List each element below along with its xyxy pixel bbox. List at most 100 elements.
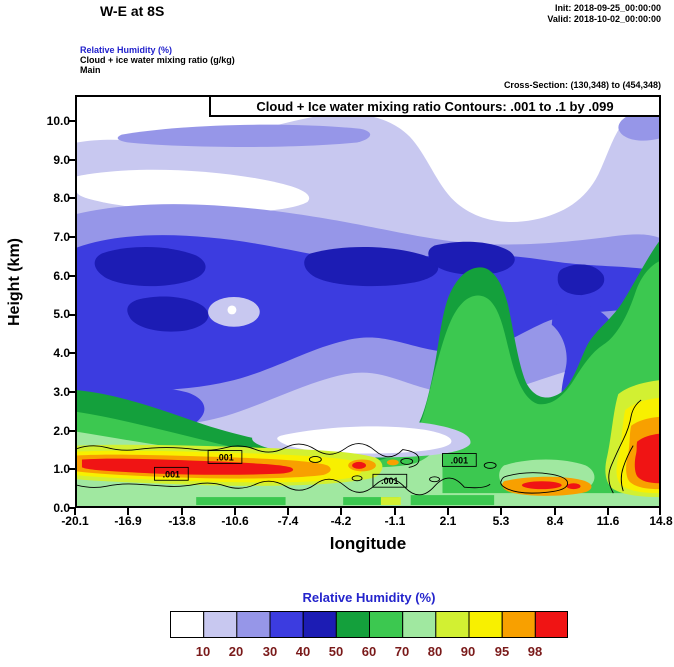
- rh-fill-40-50-core3: [304, 246, 439, 287]
- field-list: Relative Humidity (%) Cloud + ice water …: [80, 45, 235, 75]
- legend-swatch: [236, 611, 271, 638]
- cloud-contours: [77, 399, 642, 496]
- y-tick-label: 4.0: [53, 346, 70, 360]
- init-time: Init: 2018-09-25_00:00:00: [554, 3, 661, 13]
- x-tick-mark: [659, 508, 661, 515]
- rh-warm-streak-core: [521, 481, 562, 490]
- rh-warm-spot2: [386, 459, 399, 466]
- rh-fill-20-30-streak: [117, 124, 371, 148]
- y-tick-mark: [68, 197, 75, 199]
- contour-label-box-2: [207, 450, 243, 464]
- rh-fill-40-50-core1: [94, 246, 206, 287]
- x-tick-mark: [554, 508, 556, 515]
- contour-title: Cloud + Ice water mixing ratio Contours:…: [256, 98, 614, 114]
- rh-surface-patch2: [343, 497, 399, 506]
- field-domain: Main: [80, 65, 101, 75]
- contour-label-box-3: [372, 473, 408, 488]
- rh-fill-40-50-core5: [557, 264, 605, 296]
- x-tick-label: 8.4: [546, 514, 564, 528]
- y-tick-label: 6.0: [53, 269, 70, 283]
- x-tick-mark: [74, 508, 76, 515]
- y-axis-title: Height (km): [6, 238, 23, 326]
- rh-eye-dot: [227, 305, 237, 315]
- legend-label: 30: [262, 644, 278, 659]
- x-tick-label: -16.9: [114, 514, 142, 528]
- y-tick-mark: [68, 314, 75, 316]
- x-tick-label: -7.4: [277, 514, 299, 528]
- legend-label: 10: [195, 644, 211, 659]
- x-tick-label: -1.1: [384, 514, 406, 528]
- x-tick-label: 14.8: [649, 514, 673, 528]
- legend-swatch: [369, 611, 404, 638]
- cloud-contour-lower: [77, 477, 491, 496]
- x-tick-mark: [127, 508, 129, 515]
- field-contoured: Cloud + ice water mixing ratio (g/kg): [80, 55, 235, 65]
- y-tick-mark: [68, 159, 75, 161]
- y-tick-label: 9.0: [53, 153, 70, 167]
- legend-label: 70: [394, 644, 410, 659]
- legend-swatch: [269, 611, 304, 638]
- x-tick-mark: [607, 508, 609, 515]
- rh-shading: [77, 97, 659, 506]
- legend-label: 40: [295, 644, 311, 659]
- contour-label-box-4: [442, 453, 477, 467]
- rh-surface-patch1: [196, 497, 286, 506]
- legend-swatch: [335, 611, 371, 638]
- run-times: Init: 2018-09-25_00:00:00 Valid: 2018-10…: [547, 3, 661, 25]
- legend-colorbar: [170, 611, 568, 638]
- y-tick-mark: [68, 120, 75, 122]
- y-tick-mark: [68, 236, 75, 238]
- y-tick-mark: [68, 430, 75, 432]
- cloud-contour-edge2: [620, 445, 634, 492]
- x-tick-label: -4.2: [330, 514, 352, 528]
- y-tick-mark: [68, 468, 75, 470]
- contour-label-1: .001: [163, 469, 180, 479]
- cloud-cell2: [351, 475, 363, 482]
- y-tick-mark: [68, 352, 75, 354]
- rh-warm-spot1-core: [352, 461, 367, 469]
- legend-swatch: [170, 611, 205, 638]
- rh-dry-pocket: [77, 169, 310, 213]
- plot-area: .001 .001 .001 .001: [75, 95, 661, 508]
- x-tick-label: -10.6: [221, 514, 249, 528]
- x-tick-mark: [340, 508, 342, 515]
- x-tick-label: 2.1: [439, 514, 457, 528]
- legend-title: Relative Humidity (%): [302, 590, 436, 605]
- y-tick-mark: [68, 507, 75, 509]
- legend-swatch: [468, 611, 503, 638]
- cloud-contour-labels: .001 .001 .001 .001: [154, 450, 477, 488]
- cloud-cell1: [308, 456, 322, 463]
- cross-section-coords: Cross-Section: (130,348) to (454,348): [503, 80, 661, 90]
- rh-surface-patch4: [380, 497, 401, 506]
- contour-label-4: .001: [451, 455, 468, 465]
- x-tick-label: 5.3: [492, 514, 510, 528]
- legend-label: 60: [361, 644, 377, 659]
- x-tick-mark: [394, 508, 396, 515]
- legend-label: 95: [494, 644, 510, 659]
- cloud-contour-edge1: [608, 399, 642, 494]
- cloud-cell3: [400, 458, 414, 465]
- legend-swatch: [435, 611, 470, 638]
- contour-label-2: .001: [216, 452, 233, 462]
- legend-label: 50: [328, 644, 344, 659]
- y-tick-label: 3.0: [53, 385, 70, 399]
- legend-label: 80: [427, 644, 443, 659]
- x-tick-mark: [181, 508, 183, 515]
- x-tick-mark: [287, 508, 289, 515]
- rh-fill-40-50-core2: [127, 296, 209, 332]
- rh-warm-streak-core2: [566, 483, 581, 490]
- field-shaded: Relative Humidity (%): [80, 45, 173, 55]
- y-tick-label: 10.0: [46, 114, 70, 128]
- y-tick-label: 0.0: [53, 501, 70, 515]
- y-tick-label: 2.0: [53, 424, 70, 438]
- contour-field-canvas: .001 .001 .001 .001: [77, 97, 659, 506]
- x-tick-label: 11.6: [596, 514, 620, 528]
- valid-time: Valid: 2018-10-02_00:00:00: [547, 14, 661, 24]
- rh-fill-40-50-core4: [428, 241, 515, 275]
- page-title: W-E at 8S: [100, 3, 165, 19]
- contour-label-3: .001: [381, 476, 398, 486]
- rh-fill-30-40-band: [77, 235, 659, 391]
- legend-swatch: [302, 611, 337, 638]
- x-axis-title: longitude: [329, 534, 407, 553]
